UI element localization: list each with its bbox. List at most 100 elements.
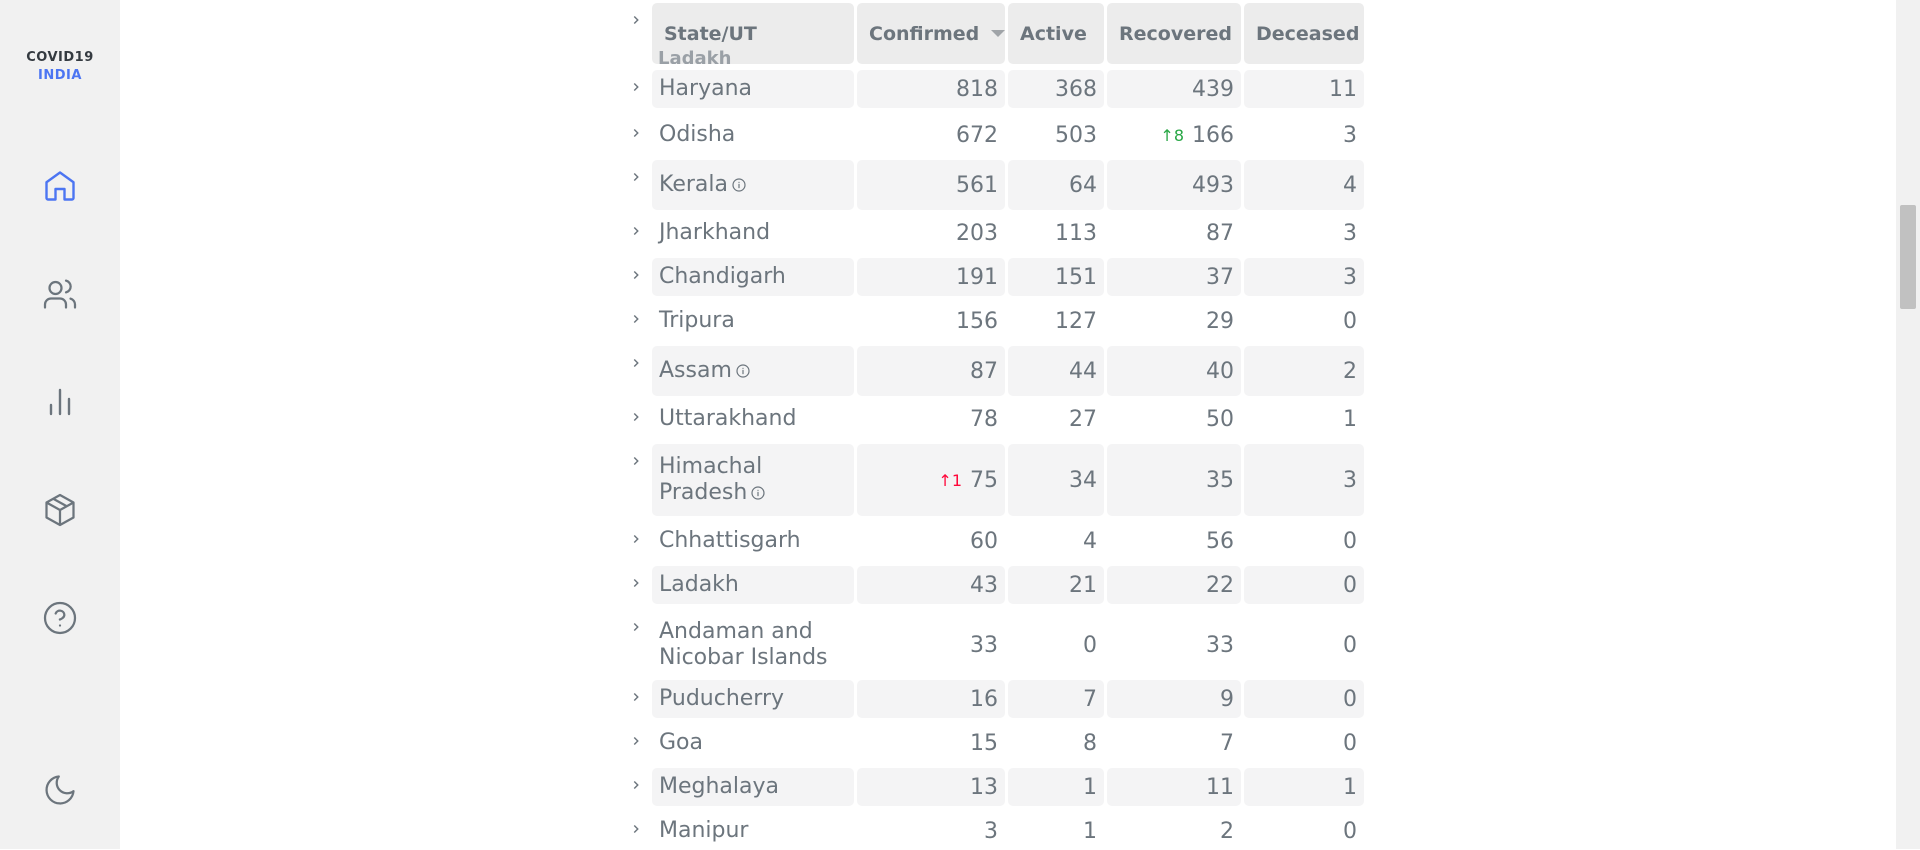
chevron-right-icon bbox=[633, 15, 639, 25]
chevron-right-icon bbox=[633, 824, 639, 834]
cell-recovered: 22 bbox=[1107, 566, 1241, 604]
nav-charts[interactable] bbox=[38, 380, 82, 424]
cell-active: 113 bbox=[1008, 214, 1104, 252]
cell-deceased: 3 bbox=[1244, 214, 1364, 252]
header-confirmed[interactable]: Confirmed bbox=[857, 3, 1006, 64]
expand-row-button[interactable] bbox=[626, 731, 646, 751]
expand-row-button[interactable] bbox=[626, 221, 646, 241]
brand-logo[interactable]: COVID19 INDIA bbox=[0, 49, 120, 85]
nav-dark-mode[interactable] bbox=[38, 768, 82, 812]
header-recovered[interactable]: Recovered bbox=[1107, 3, 1241, 64]
deceased-value: 0 bbox=[1343, 686, 1357, 712]
expand-row-button[interactable] bbox=[626, 123, 646, 143]
table-row[interactable]: Puducherry 16 7 9 0 bbox=[626, 680, 1366, 718]
info-icon[interactable] bbox=[750, 485, 766, 501]
table-row[interactable]: Goa 15 8 7 0 bbox=[626, 724, 1366, 762]
header-active[interactable]: Active bbox=[1008, 3, 1104, 64]
cell-active: 44 bbox=[1008, 346, 1104, 396]
expand-row-button[interactable] bbox=[626, 353, 646, 373]
expand-row-button[interactable] bbox=[626, 573, 646, 593]
state-name: Himachal Pradesh bbox=[659, 454, 766, 506]
cell-recovered: 2 bbox=[1107, 812, 1241, 850]
state-name: Goa bbox=[659, 730, 703, 755]
confirmed-value: 191 bbox=[956, 264, 998, 290]
cell-deceased: 0 bbox=[1244, 522, 1364, 560]
expand-row-button[interactable] bbox=[626, 819, 646, 839]
table-row[interactable]: Haryana 818 368 439 11 bbox=[626, 70, 1366, 108]
active-value: 113 bbox=[1055, 220, 1097, 246]
recovered-value: 35 bbox=[1206, 467, 1234, 493]
recovered-value: 493 bbox=[1192, 172, 1234, 198]
deceased-value: 0 bbox=[1343, 572, 1357, 598]
chevron-right-icon bbox=[633, 736, 639, 746]
deceased-value: 1 bbox=[1343, 774, 1357, 800]
scrollbar-thumb[interactable] bbox=[1900, 205, 1916, 309]
header-ghost-text: Ladakh bbox=[658, 48, 732, 69]
table-row[interactable]: Odisha 672 503 ↑8 166 3 bbox=[626, 116, 1366, 154]
table-row[interactable]: Chhattisgarh 60 4 56 0 bbox=[626, 522, 1366, 560]
expand-row-button[interactable] bbox=[626, 77, 646, 97]
confirmed-value: 78 bbox=[970, 406, 998, 432]
table-row[interactable]: Jharkhand 203 113 87 3 bbox=[626, 214, 1366, 252]
expand-row-button[interactable] bbox=[626, 309, 646, 329]
moon-icon bbox=[45, 775, 75, 805]
scrollbar-track[interactable] bbox=[1896, 0, 1920, 849]
cell-confirmed: 78 bbox=[857, 400, 1005, 438]
cell-state: Ladakh bbox=[652, 566, 854, 604]
nav-users[interactable] bbox=[38, 272, 82, 316]
expand-row-button[interactable] bbox=[626, 451, 646, 471]
table-row[interactable]: Uttarakhand 78 27 50 1 bbox=[626, 400, 1366, 438]
nav-home[interactable] bbox=[38, 164, 82, 208]
table-row[interactable]: Tripura 156 127 29 0 bbox=[626, 302, 1366, 340]
cell-active: 8 bbox=[1008, 724, 1104, 762]
active-value: 151 bbox=[1055, 264, 1097, 290]
table-row[interactable]: Assam 87 44 40 2 bbox=[626, 346, 1366, 396]
expand-row-button[interactable] bbox=[626, 617, 646, 637]
recovered-value: 2 bbox=[1220, 818, 1234, 844]
table-row[interactable]: Kerala 561 64 493 4 bbox=[626, 160, 1366, 210]
table-header: State/UT Ladakh Confirmed Active Recover… bbox=[626, 3, 1366, 64]
cell-recovered: 29 bbox=[1107, 302, 1241, 340]
cell-active: 21 bbox=[1008, 566, 1104, 604]
recovered-value: 37 bbox=[1206, 264, 1234, 290]
confirmed-value: 33 bbox=[970, 632, 998, 658]
cell-active: 1 bbox=[1008, 812, 1104, 850]
state-name: Puducherry bbox=[659, 686, 785, 711]
header-deceased[interactable]: Deceased bbox=[1244, 3, 1364, 64]
table-row[interactable]: Andaman and Nicobar Islands 33 0 33 0 bbox=[626, 610, 1366, 680]
nav-faq[interactable] bbox=[38, 596, 82, 640]
header-state[interactable]: State/UT Ladakh bbox=[652, 3, 854, 64]
cell-active: 34 bbox=[1008, 444, 1104, 516]
cell-confirmed: 818 bbox=[857, 70, 1005, 108]
expand-row-button[interactable] bbox=[626, 775, 646, 795]
table-row[interactable]: Ladakh 43 21 22 0 bbox=[626, 566, 1366, 604]
expand-row-button[interactable] bbox=[626, 407, 646, 427]
home-icon bbox=[45, 171, 75, 201]
expand-row-button[interactable] bbox=[626, 687, 646, 707]
chevron-right-icon bbox=[633, 172, 639, 182]
active-value: 4 bbox=[1083, 528, 1097, 554]
cell-state: Himachal Pradesh bbox=[652, 444, 854, 516]
expand-all-button[interactable] bbox=[626, 10, 646, 30]
expand-row-button[interactable] bbox=[626, 265, 646, 285]
cell-active: 1 bbox=[1008, 768, 1104, 806]
info-icon[interactable] bbox=[731, 177, 747, 193]
state-name-line2: Nicobar Islands bbox=[659, 645, 828, 670]
cell-deceased: 0 bbox=[1244, 610, 1364, 680]
cell-confirmed: 561 bbox=[857, 160, 1005, 210]
info-icon[interactable] bbox=[735, 363, 751, 379]
bar-chart-icon bbox=[49, 388, 71, 416]
chevron-right-icon bbox=[633, 412, 639, 422]
table-row[interactable]: Chandigarh 191 151 37 3 bbox=[626, 258, 1366, 296]
table-row[interactable]: Meghalaya 13 1 11 1 bbox=[626, 768, 1366, 806]
users-icon bbox=[43, 279, 77, 309]
nav-resources[interactable] bbox=[38, 488, 82, 532]
expand-row-button[interactable] bbox=[626, 167, 646, 187]
confirmed-value: 3 bbox=[984, 818, 998, 844]
chevron-right-icon bbox=[633, 692, 639, 702]
confirmed-value: 561 bbox=[956, 172, 998, 198]
cell-confirmed: 156 bbox=[857, 302, 1005, 340]
table-row[interactable]: Manipur 3 1 2 0 bbox=[626, 812, 1366, 850]
expand-row-button[interactable] bbox=[626, 529, 646, 549]
table-row[interactable]: Himachal Pradesh ↑1 75 34 35 3 bbox=[626, 444, 1366, 516]
